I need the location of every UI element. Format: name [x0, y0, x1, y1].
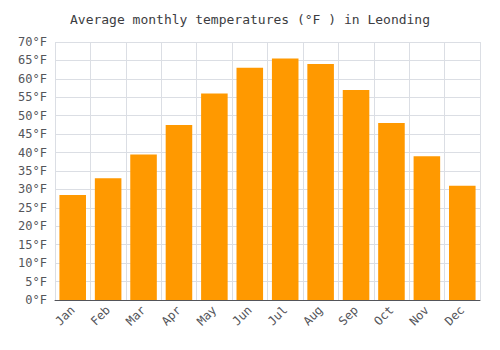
svg-text:70°F: 70°F — [18, 35, 47, 49]
svg-text:45°F: 45°F — [18, 127, 47, 141]
svg-text:Jun: Jun — [230, 303, 255, 328]
svg-text:5°F: 5°F — [25, 275, 47, 289]
svg-text:Aug: Aug — [300, 303, 325, 328]
svg-text:Feb: Feb — [88, 303, 113, 328]
svg-text:25°F: 25°F — [18, 201, 47, 215]
svg-text:Sep: Sep — [336, 303, 361, 328]
svg-text:Dec: Dec — [442, 303, 467, 328]
svg-text:Average monthly temperatures (: Average monthly temperatures (°F ) in Le… — [70, 12, 430, 27]
svg-text:55°F: 55°F — [18, 90, 47, 104]
svg-text:May: May — [194, 303, 219, 328]
svg-text:30°F: 30°F — [18, 182, 47, 196]
svg-text:10°F: 10°F — [18, 256, 47, 270]
svg-text:15°F: 15°F — [18, 238, 47, 252]
svg-text:0°F: 0°F — [25, 293, 47, 307]
svg-text:Apr: Apr — [159, 303, 184, 328]
svg-text:50°F: 50°F — [18, 109, 47, 123]
svg-text:Jul: Jul — [265, 303, 290, 328]
svg-text:20°F: 20°F — [18, 219, 47, 233]
svg-text:Nov: Nov — [407, 303, 432, 328]
svg-text:40°F: 40°F — [18, 146, 47, 160]
svg-text:Oct: Oct — [371, 303, 396, 328]
svg-text:Mar: Mar — [123, 303, 148, 328]
svg-text:60°F: 60°F — [18, 72, 47, 86]
svg-text:65°F: 65°F — [18, 53, 47, 67]
svg-text:Jan: Jan — [52, 303, 77, 328]
svg-text:35°F: 35°F — [18, 164, 47, 178]
